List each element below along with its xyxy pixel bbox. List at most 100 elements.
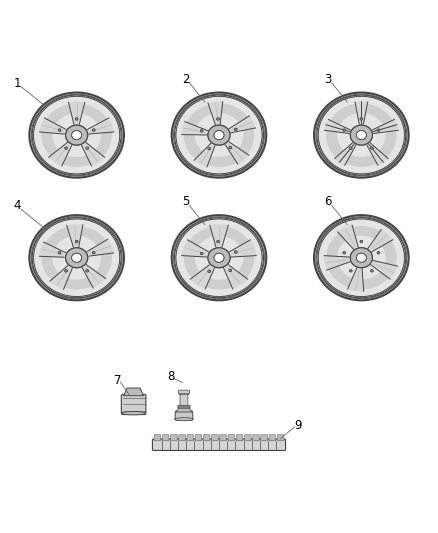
Ellipse shape: [58, 252, 61, 254]
Ellipse shape: [176, 219, 262, 296]
Polygon shape: [222, 103, 248, 123]
Polygon shape: [187, 105, 212, 126]
FancyBboxPatch shape: [175, 411, 193, 420]
Polygon shape: [182, 122, 207, 135]
Ellipse shape: [350, 125, 372, 145]
Ellipse shape: [360, 118, 363, 120]
Polygon shape: [226, 142, 249, 164]
Ellipse shape: [318, 219, 404, 296]
Ellipse shape: [200, 130, 203, 132]
FancyBboxPatch shape: [178, 405, 190, 408]
Polygon shape: [208, 101, 223, 124]
Ellipse shape: [66, 125, 88, 145]
FancyBboxPatch shape: [261, 434, 268, 441]
FancyBboxPatch shape: [212, 434, 218, 441]
Ellipse shape: [350, 270, 352, 272]
FancyBboxPatch shape: [178, 390, 190, 394]
FancyBboxPatch shape: [170, 434, 177, 441]
Polygon shape: [39, 242, 65, 257]
Ellipse shape: [86, 147, 88, 149]
Polygon shape: [184, 135, 203, 159]
Ellipse shape: [371, 147, 373, 149]
Polygon shape: [206, 278, 232, 289]
Polygon shape: [49, 143, 71, 166]
FancyBboxPatch shape: [244, 434, 251, 441]
Polygon shape: [353, 226, 380, 239]
Ellipse shape: [174, 217, 264, 298]
FancyBboxPatch shape: [253, 434, 259, 441]
Ellipse shape: [314, 215, 409, 300]
Ellipse shape: [214, 253, 224, 262]
Polygon shape: [82, 143, 105, 166]
Ellipse shape: [208, 148, 211, 150]
Polygon shape: [176, 408, 192, 412]
Ellipse shape: [176, 96, 262, 174]
Ellipse shape: [377, 129, 380, 131]
Ellipse shape: [234, 128, 237, 131]
Ellipse shape: [371, 270, 373, 272]
Ellipse shape: [66, 248, 88, 268]
Ellipse shape: [229, 269, 232, 271]
Ellipse shape: [360, 240, 363, 243]
Ellipse shape: [174, 418, 194, 421]
Ellipse shape: [58, 129, 61, 131]
Polygon shape: [95, 132, 112, 156]
Ellipse shape: [92, 129, 95, 131]
Ellipse shape: [350, 147, 352, 149]
Polygon shape: [67, 224, 83, 247]
Polygon shape: [326, 131, 344, 157]
Text: 3: 3: [325, 73, 332, 86]
Polygon shape: [379, 131, 397, 157]
Polygon shape: [367, 143, 388, 165]
Polygon shape: [39, 118, 66, 134]
Polygon shape: [208, 154, 237, 167]
Ellipse shape: [65, 270, 67, 272]
Ellipse shape: [72, 253, 81, 262]
Polygon shape: [210, 224, 228, 247]
Polygon shape: [184, 256, 200, 278]
Ellipse shape: [72, 253, 81, 262]
Polygon shape: [324, 256, 350, 270]
Ellipse shape: [350, 248, 372, 268]
Ellipse shape: [32, 217, 121, 298]
Ellipse shape: [75, 240, 78, 243]
Ellipse shape: [357, 253, 366, 262]
Ellipse shape: [234, 251, 237, 253]
FancyBboxPatch shape: [154, 434, 161, 441]
Ellipse shape: [208, 270, 211, 272]
Ellipse shape: [208, 148, 211, 150]
Polygon shape: [382, 241, 397, 265]
Ellipse shape: [72, 131, 81, 140]
Polygon shape: [368, 229, 393, 252]
Polygon shape: [182, 240, 208, 257]
Ellipse shape: [92, 252, 95, 254]
Polygon shape: [225, 227, 249, 246]
Polygon shape: [41, 256, 59, 280]
Ellipse shape: [208, 248, 230, 268]
FancyBboxPatch shape: [195, 434, 202, 441]
Polygon shape: [224, 265, 248, 289]
Polygon shape: [194, 144, 215, 167]
Ellipse shape: [65, 147, 67, 149]
Ellipse shape: [360, 240, 363, 243]
Polygon shape: [326, 233, 346, 256]
Ellipse shape: [377, 252, 380, 254]
Ellipse shape: [208, 125, 230, 145]
FancyBboxPatch shape: [162, 434, 169, 441]
Ellipse shape: [75, 118, 78, 120]
FancyBboxPatch shape: [228, 434, 235, 441]
Ellipse shape: [371, 270, 373, 272]
Ellipse shape: [318, 96, 404, 174]
Ellipse shape: [217, 240, 219, 243]
Ellipse shape: [92, 252, 95, 254]
FancyBboxPatch shape: [269, 434, 276, 441]
Polygon shape: [324, 119, 350, 133]
Ellipse shape: [217, 118, 219, 120]
FancyBboxPatch shape: [152, 439, 286, 450]
Ellipse shape: [229, 147, 232, 149]
Ellipse shape: [66, 248, 88, 268]
Ellipse shape: [86, 270, 88, 272]
Polygon shape: [337, 225, 358, 249]
Polygon shape: [82, 265, 106, 288]
Polygon shape: [365, 104, 392, 125]
